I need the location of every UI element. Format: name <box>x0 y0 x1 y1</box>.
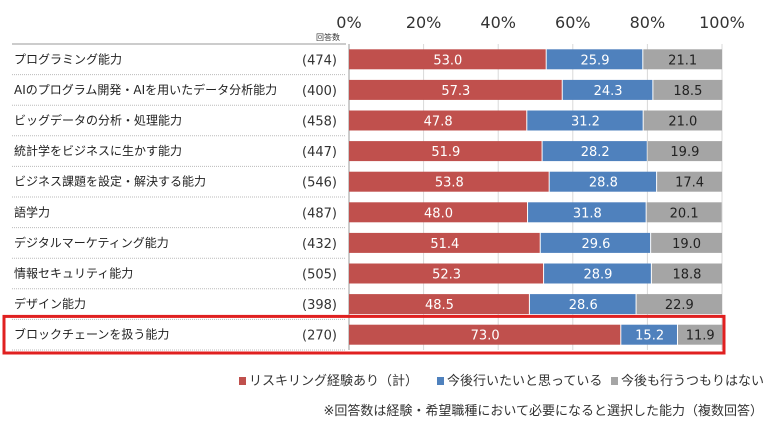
bar-segment <box>657 171 722 192</box>
x-tick-label: 0% <box>336 13 361 32</box>
data-label: 28.2 <box>581 145 610 160</box>
legend-label: 今後も行うつもりはない <box>621 373 764 389</box>
legend-swatch <box>239 377 246 385</box>
count-label: (487) <box>302 206 337 221</box>
x-tick-label: 40% <box>480 13 516 32</box>
data-label: 31.8 <box>573 206 602 221</box>
legend-label: 今後行いたいと思っている <box>447 373 602 389</box>
data-label: 29.6 <box>581 237 610 252</box>
data-label: 57.3 <box>441 84 470 99</box>
bar-segment <box>643 49 722 70</box>
count-label: (432) <box>302 237 337 252</box>
category-label: 語学力 <box>14 204 50 219</box>
count-header: 回答数 <box>316 32 340 42</box>
data-label: 28.9 <box>584 268 613 283</box>
bar-segment <box>529 294 636 315</box>
data-label: 21.0 <box>668 115 697 130</box>
data-label: 11.9 <box>686 329 715 344</box>
bar-segment <box>653 79 723 100</box>
bar-segment <box>349 141 542 162</box>
bar-segment <box>636 294 722 315</box>
bar-segment <box>546 49 643 70</box>
category-label: デザイン能力 <box>14 296 86 311</box>
bar-segment <box>621 324 677 345</box>
data-label: 24.3 <box>594 84 623 99</box>
bar-segment <box>646 202 722 223</box>
bar-segment <box>349 171 549 192</box>
data-label: 51.4 <box>430 237 459 252</box>
category-label: ブロックチェーンを扱う能力 <box>14 327 169 342</box>
data-label: 73.0 <box>471 329 500 344</box>
x-tick-label: 60% <box>555 13 591 32</box>
bar-segment <box>349 232 540 253</box>
category-label: AIのプログラム開発・AIを用いたデータ分析能力 <box>14 82 277 97</box>
category-label: ビジネス課題を設定・解決する能力 <box>14 174 206 189</box>
count-label: (398) <box>302 298 337 313</box>
highlight-box <box>2 314 726 355</box>
x-tick-label: 100% <box>699 13 745 32</box>
x-tick-label: 20% <box>406 13 442 32</box>
bar-segment <box>349 79 562 100</box>
category-label: ビッグデータの分析・処理能力 <box>14 113 182 128</box>
data-label: 28.8 <box>589 176 618 191</box>
category-label: 情報セキュリティ能力 <box>14 267 133 281</box>
bar-segment <box>549 171 657 192</box>
bar-segment <box>349 294 529 315</box>
bar-segment <box>528 202 646 223</box>
legend-swatch <box>611 377 618 385</box>
footnote: ※回答数は経験・希望職種において必要になると選択した能力（複数回答） <box>323 403 763 419</box>
data-label: 17.4 <box>675 176 704 191</box>
category-label: プログラミング能力 <box>14 52 122 66</box>
data-label: 31.2 <box>571 115 600 130</box>
bar-segment <box>349 263 544 284</box>
data-label: 47.8 <box>424 115 453 130</box>
bar-segment <box>651 263 722 284</box>
legend-label: リスキリング経験あり（計） <box>249 373 418 389</box>
bar-segment <box>527 110 643 131</box>
category-label: 統計学をビジネスに生かす能力 <box>14 143 182 158</box>
data-label: 48.0 <box>424 206 453 221</box>
data-label: 53.0 <box>433 53 462 68</box>
data-label: 48.5 <box>425 298 454 313</box>
count-label: (458) <box>302 115 337 130</box>
count-label: (447) <box>302 145 337 160</box>
bar-segment <box>562 79 653 100</box>
x-tick-label: 80% <box>630 13 666 32</box>
count-label: (270) <box>302 329 337 344</box>
bar-segment <box>349 49 546 70</box>
data-label: 52.3 <box>432 268 461 283</box>
bar-segment <box>544 263 651 284</box>
bar-segment <box>647 141 722 162</box>
count-label: (400) <box>302 84 337 99</box>
category-label: デジタルマーケティング能力 <box>14 235 169 250</box>
bar-segment <box>349 202 528 223</box>
bar-segment <box>349 324 621 345</box>
count-label: (474) <box>302 53 337 68</box>
count-label: (546) <box>302 176 337 191</box>
data-label: 21.1 <box>668 53 697 68</box>
bar-segment <box>651 232 722 253</box>
bar-segment <box>349 110 527 131</box>
data-label: 18.8 <box>672 268 701 283</box>
data-label: 18.5 <box>673 84 702 99</box>
legend-swatch <box>437 377 444 385</box>
bar-segment <box>540 232 651 253</box>
data-label: 19.0 <box>672 237 701 252</box>
count-label: (505) <box>302 268 337 283</box>
data-label: 51.9 <box>431 145 460 160</box>
bar-segment <box>677 324 723 345</box>
data-label: 20.1 <box>670 206 699 221</box>
data-label: 53.8 <box>435 176 464 191</box>
bar-segment <box>542 141 647 162</box>
data-label: 19.9 <box>670 145 699 160</box>
data-label: 15.2 <box>635 329 664 344</box>
data-label: 25.9 <box>581 53 610 68</box>
bar-segment <box>643 110 722 131</box>
data-label: 22.9 <box>665 298 694 313</box>
data-label: 28.6 <box>569 298 598 313</box>
